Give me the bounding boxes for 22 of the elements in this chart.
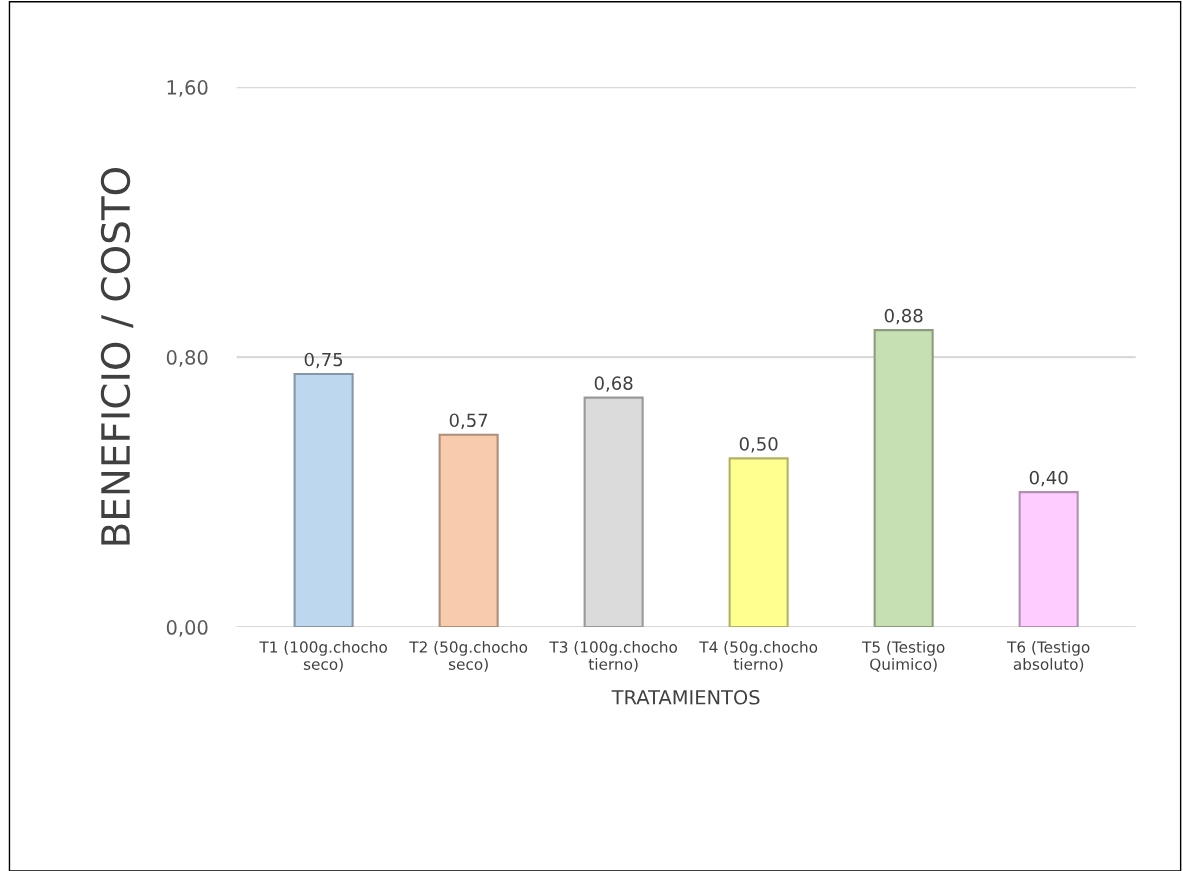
x-tick-label: T5 (Testigo Quimico) — [861, 641, 945, 672]
data-label: 0,40 — [1029, 470, 1068, 487]
bar — [293, 372, 354, 628]
bar — [1018, 491, 1079, 628]
x-tick-label: T3 (100g.chocho tierno) — [549, 641, 678, 672]
y-tick-label: 1,60 — [167, 80, 208, 97]
bar — [873, 329, 934, 628]
x-tick-label: T4 (50g.chocho tierno) — [699, 641, 818, 672]
data-label: 0,88 — [884, 308, 923, 325]
x-tick-label: T2 (50g.chocho seco) — [409, 641, 528, 672]
y-tick-label: 0,00 — [166, 620, 208, 637]
x-axis-title: TRATAMIENTOS — [611, 689, 760, 705]
x-tick-label: T6 (Testigo absoluto) — [1007, 641, 1090, 672]
y-axis-title: BENEFICIO / COSTO — [100, 167, 134, 545]
data-label: 0,75 — [304, 352, 343, 369]
bar — [728, 457, 789, 628]
bar — [438, 433, 499, 628]
data-label: 0,50 — [739, 437, 778, 453]
x-tick-label: T1 (100g.chocho seco) — [259, 641, 387, 672]
data-label: 0,68 — [594, 376, 633, 392]
y-tick-label: 0,80 — [166, 350, 208, 367]
data-label: 0,57 — [449, 413, 488, 429]
